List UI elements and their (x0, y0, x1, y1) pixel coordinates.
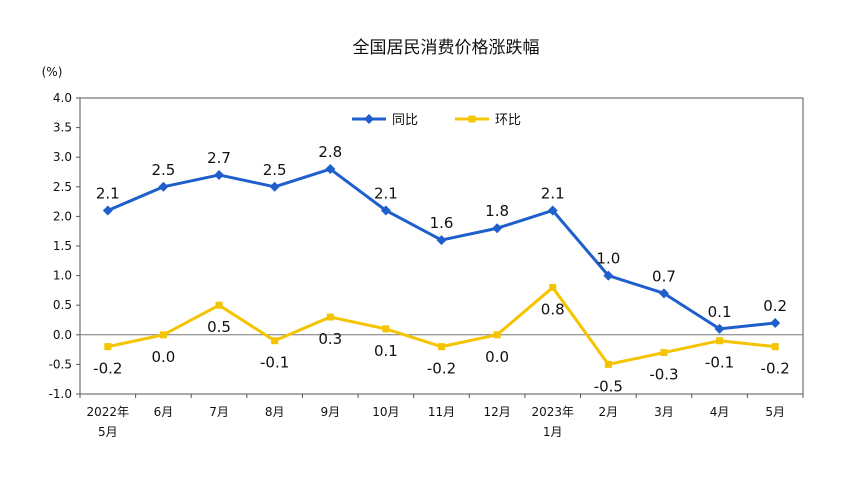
data-label: 2.5 (151, 161, 175, 179)
data-point (438, 343, 445, 351)
data-label: 2.1 (374, 184, 398, 202)
x-tick-label: 12月 (483, 405, 510, 419)
x-tick-label: 11月 (428, 405, 455, 419)
series-0: 2.1 2.5 2.7 2.5 2.8 2.1 1.6 1.8 2.1 1.0 0.7 0.1 0.2 (96, 143, 787, 334)
series-line (107, 167, 776, 331)
data-point (549, 283, 557, 291)
x-tick-label: 5月 (765, 405, 785, 419)
data-label: -0.1 (260, 354, 289, 372)
data-label: 0.0 (485, 348, 509, 366)
x-tick-label: 2月 (599, 405, 619, 419)
data-point (325, 164, 336, 175)
x-tick-label: 4月 (710, 405, 730, 419)
x-tick-label: 2022年 (87, 405, 130, 419)
data-label: 1.8 (485, 202, 509, 220)
data-label: -0.5 (594, 377, 623, 395)
data-label: -0.1 (705, 354, 734, 372)
data-label: -0.2 (93, 360, 122, 378)
data-label: 2.5 (263, 161, 287, 179)
series-1: -0.2 0.0 0.5 -0.1 0.3 0.1 -0.2 0.0 0.8 -0.5 -0.3 -0… (93, 283, 790, 395)
data-point (547, 205, 558, 216)
data-label: 0.1 (374, 342, 398, 360)
x-tick-label: 5月 (98, 425, 118, 439)
y-tick-label: 2.5 (53, 180, 72, 194)
data-point (658, 288, 669, 299)
data-point (159, 331, 167, 339)
y-axis-unit: (%) (42, 65, 63, 79)
data-point (436, 235, 447, 246)
data-label: 0.1 (708, 303, 732, 321)
y-tick-label: 1.0 (53, 269, 72, 283)
data-point (492, 223, 503, 234)
data-label: 0.3 (318, 330, 342, 348)
data-label: 0.8 (541, 300, 565, 318)
data-point (660, 349, 668, 357)
legend: 同比 环比 (352, 113, 521, 128)
y-tick-label: 3.5 (53, 121, 72, 135)
x-tick-label: 3月 (654, 405, 674, 419)
data-label: 2.1 (96, 184, 120, 202)
x-tick-label: 1月 (543, 425, 563, 439)
series-group: 2.12.52.72.52.82.11.61.82.11.00.70.1 0.2-… (93, 143, 790, 395)
data-point (770, 317, 781, 328)
x-tick-label: 6月 (154, 405, 174, 419)
x-axis-ticks: 2022年 5月 6月 7月 8月 9月 10月 11月 12月 2023年 1月 2月 3月 4月 5月 (79, 394, 804, 439)
data-point (158, 181, 169, 192)
legend-label: 同比 (392, 113, 418, 128)
y-tick-label: 2.0 (53, 209, 72, 223)
y-axis-ticks: 4.0 3.5 3.0 2.5 2.0 1.5 1.0 0.5 0.0 -0.5 -1.0 (49, 91, 80, 401)
data-point (104, 343, 112, 351)
data-point (604, 360, 612, 368)
data-label: 2.7 (207, 149, 231, 167)
data-label: -0.3 (649, 366, 678, 384)
data-point (771, 343, 779, 351)
y-tick-label: 3.0 (53, 150, 72, 164)
data-point (714, 323, 725, 334)
data-label: 1.0 (596, 250, 620, 268)
x-tick-label: 7月 (209, 405, 229, 419)
data-point (380, 205, 391, 216)
data-label: 0.5 (207, 318, 231, 336)
y-tick-label: -0.5 (49, 357, 72, 371)
data-label: 0.2 (763, 297, 787, 315)
data-point (214, 169, 225, 180)
y-tick-label: 0.5 (53, 298, 72, 312)
data-point (326, 313, 334, 321)
data-point (716, 337, 724, 345)
data-label: 0.7 (652, 267, 676, 285)
data-label: -0.2 (427, 360, 456, 378)
x-tick-label: 9月 (320, 405, 340, 419)
y-tick-label: 4.0 (53, 91, 72, 105)
data-label: 0.0 (151, 348, 175, 366)
y-tick-label: 0.0 (53, 328, 72, 342)
data-label: 2.1 (541, 184, 565, 202)
data-label: -0.2 (761, 360, 790, 378)
legend-marker (468, 115, 476, 123)
data-point (269, 181, 280, 192)
data-point (102, 205, 113, 216)
legend-marker (364, 114, 374, 124)
y-tick-label: 1.5 (53, 239, 72, 253)
data-label: 1.6 (430, 214, 454, 232)
data-point (382, 325, 390, 333)
data-point (493, 331, 501, 339)
x-tick-label: 10月 (372, 405, 399, 419)
data-label: 2.8 (318, 143, 342, 161)
legend-label: 环比 (495, 113, 521, 128)
x-tick-label: 8月 (265, 405, 285, 419)
data-point (215, 301, 223, 309)
y-tick-label: -1.0 (49, 387, 72, 401)
data-point (603, 270, 614, 281)
chart-title: 全国居民消费价格涨跌幅 (353, 38, 540, 58)
x-tick-label: 2023年 (531, 405, 574, 419)
data-point (271, 337, 279, 345)
